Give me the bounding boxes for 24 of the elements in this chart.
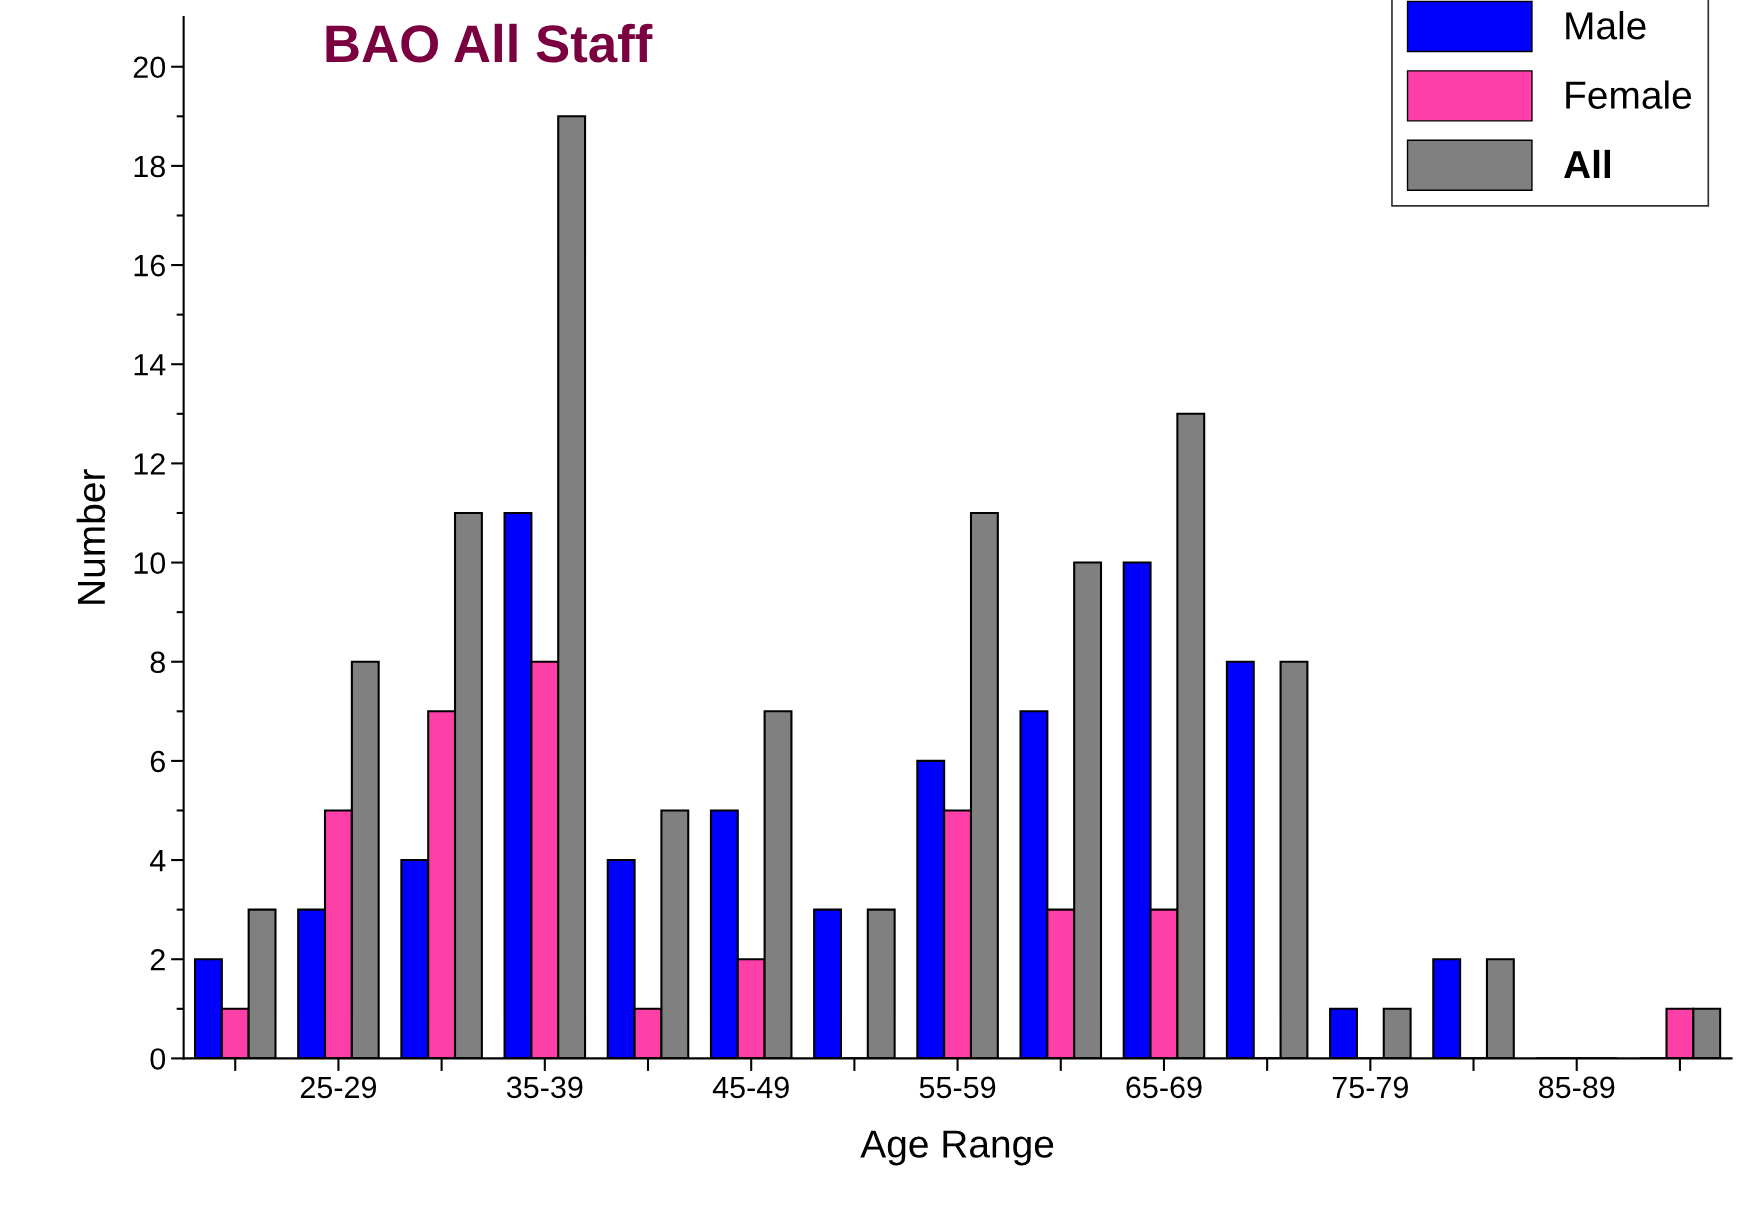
legend-label: Male <box>1566 11 1646 40</box>
y-tick-label: 20 <box>133 56 166 79</box>
legend-label: Female <box>1566 80 1692 109</box>
legend-label: All <box>1564 149 1611 179</box>
y-tick-label: 8 <box>150 651 165 674</box>
y-tick-label: 4 <box>149 850 166 872</box>
y-axis-title: Number <box>76 469 106 604</box>
y-tick-label: 12 <box>134 453 165 475</box>
x-tick-label: 55-59 <box>919 1076 996 1099</box>
x-tick-label: 65-69 <box>1126 1076 1202 1099</box>
x-tick-label: 25-29 <box>300 1076 377 1099</box>
y-tick-label: 14 <box>134 354 166 376</box>
x-axis-title: Age Range <box>860 1130 1054 1166</box>
x-tick-label: 75-79 <box>1332 1076 1408 1099</box>
x-tick-label: 45-49 <box>712 1076 789 1099</box>
x-tick-label: 85-89 <box>1538 1076 1615 1099</box>
y-tick-label: 6 <box>150 750 165 773</box>
y-tick-label: 0 <box>150 1048 166 1070</box>
y-tick-label: 2 <box>150 948 165 971</box>
y-tick-label: 16 <box>134 254 165 277</box>
y-tick-label: 10 <box>134 552 166 574</box>
chart-title: BAO All Staff <box>326 23 653 63</box>
x-tick-label: 35-39 <box>506 1076 583 1099</box>
y-tick-label: 18 <box>134 155 165 178</box>
